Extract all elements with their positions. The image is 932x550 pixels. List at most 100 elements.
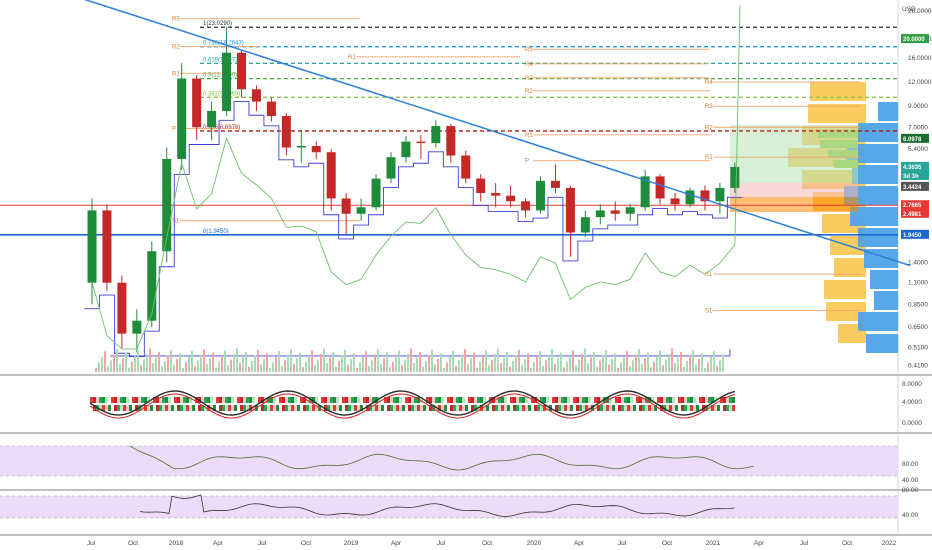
candle-body — [87, 210, 97, 283]
time-tick: Jul — [258, 540, 267, 547]
osc-cell — [282, 405, 285, 411]
osc-cell — [567, 397, 570, 403]
osc-cell — [333, 397, 336, 403]
time-tick: 2018 — [169, 540, 184, 547]
osc-cell — [723, 397, 726, 403]
osc-line — [89, 390, 736, 416]
osc-cell — [216, 405, 219, 411]
osc-cell — [546, 397, 549, 403]
osc-cell — [267, 405, 270, 411]
volume-bar — [494, 354, 496, 372]
osc-cell — [297, 405, 300, 411]
osc-cell — [105, 405, 108, 411]
currency-label: USD — [902, 6, 916, 13]
volume-bar — [479, 361, 481, 372]
vp-bar-blue — [852, 165, 898, 184]
volume-bar — [170, 349, 172, 372]
volume-bar — [704, 368, 706, 372]
price-tick: 0.4100 — [908, 363, 928, 370]
osc-cell — [144, 405, 147, 411]
osc-cell — [162, 397, 165, 403]
osc-cell — [672, 397, 675, 403]
osc-cell — [465, 405, 468, 411]
osc-cell — [270, 397, 273, 403]
osc-cell — [654, 397, 657, 403]
osc-cell — [315, 405, 318, 411]
price-tag-text: 6.0978 — [903, 137, 922, 143]
osc-cell — [165, 405, 168, 411]
candle-body — [580, 217, 590, 233]
osc-cell — [174, 405, 177, 411]
volume-bar — [716, 365, 718, 372]
volume-bar — [401, 365, 403, 372]
volume-bar — [707, 362, 709, 372]
osc-cell — [453, 405, 456, 411]
volume-bar — [578, 359, 580, 372]
osc-cell — [549, 397, 552, 403]
volume-bar — [692, 349, 694, 372]
candle-body — [536, 180, 545, 211]
volume-bar — [335, 366, 337, 372]
osc-cell — [351, 397, 354, 403]
volume-bar — [125, 352, 127, 372]
osc-cell — [546, 405, 549, 411]
volume-bar — [167, 355, 169, 372]
osc-cell — [99, 397, 102, 403]
osc-cell — [570, 397, 573, 403]
volume-bar — [359, 362, 361, 372]
osc-cell — [258, 405, 261, 411]
osc-cell — [672, 405, 675, 411]
volume-bar — [149, 348, 151, 372]
osc-cell — [318, 397, 321, 403]
volume-bar — [311, 350, 313, 372]
volume-bar — [185, 362, 187, 372]
osc-cell — [117, 405, 120, 411]
osc-cell — [624, 397, 627, 403]
volume-bar — [614, 353, 616, 372]
osc-cell — [342, 397, 345, 403]
osc-cell — [522, 397, 525, 403]
osc-cell — [387, 405, 390, 411]
osc-cell — [366, 397, 369, 403]
time-tick: 2022 — [882, 540, 897, 547]
osc-cell — [426, 397, 429, 403]
osc-cell — [117, 397, 120, 403]
time-tick: Oct — [128, 540, 138, 547]
price-tag-text: 2.7665 — [903, 203, 922, 209]
stop-zone — [730, 197, 858, 212]
osc-cell — [321, 397, 324, 403]
volume-bar — [374, 354, 376, 372]
osc-cell — [471, 397, 474, 403]
osc-cell — [186, 405, 189, 411]
volume-bar — [287, 354, 289, 372]
osc-cell — [729, 405, 732, 411]
osc-cell — [597, 405, 600, 411]
osc-cell — [123, 397, 126, 403]
osc-cell — [147, 397, 150, 403]
volume-bar — [269, 368, 271, 372]
volume-bar — [431, 349, 433, 372]
time-axis[interactable]: Jul Oct 2018 Apr Jul Oct 2019 Apr Jul Oct 2020 Apr J… — [87, 540, 897, 547]
osc-cell — [726, 405, 729, 411]
osc-cell — [624, 405, 627, 411]
osc-cell — [651, 397, 654, 403]
volume-bar — [446, 362, 448, 372]
candle-body — [132, 320, 142, 334]
volume-bar — [266, 353, 268, 372]
osc-cell — [144, 397, 147, 403]
osc-cell — [300, 405, 303, 411]
osc-cell — [450, 397, 453, 403]
osc-cell — [195, 397, 198, 403]
osc-cell — [384, 405, 387, 411]
candlestick-series[interactable] — [87, 27, 740, 353]
time-tick: Apr — [574, 540, 585, 547]
osc-cell — [405, 397, 408, 403]
volume-bar — [647, 352, 649, 372]
price-tag — [901, 133, 929, 143]
osc-cell — [189, 397, 192, 403]
osc-cell — [99, 405, 102, 411]
osc-cell — [345, 397, 348, 403]
price-axis[interactable]: 8.0000 4.0000 0.0000 80.00 40.00 80.00 40.00 US… — [901, 6, 932, 519]
osc-cell — [93, 405, 96, 411]
